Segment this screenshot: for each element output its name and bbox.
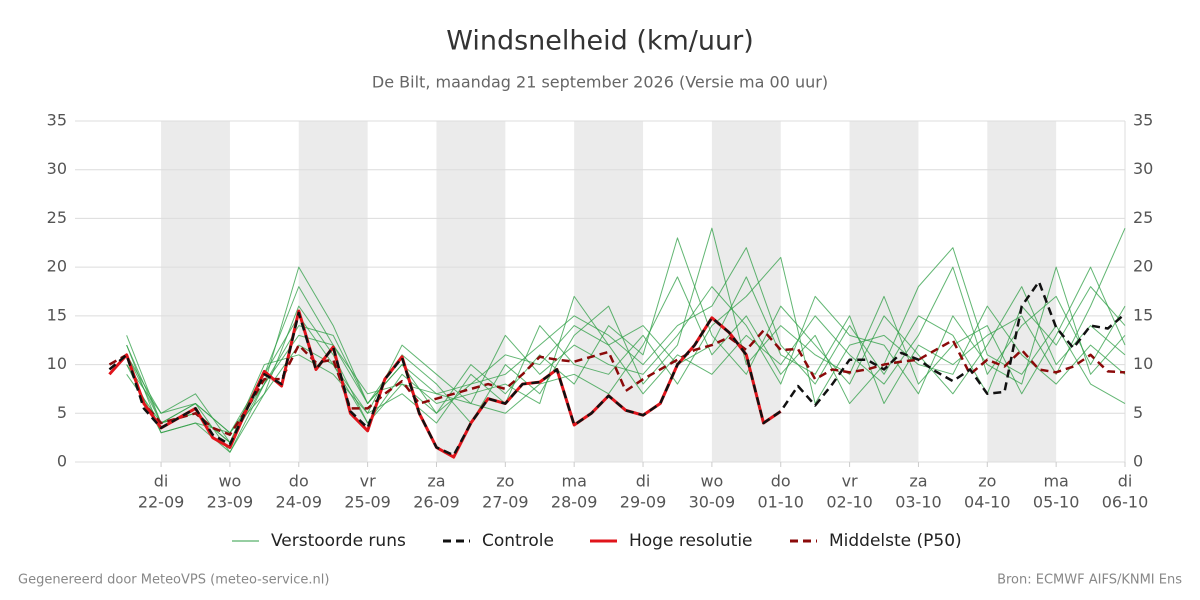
- y2-tick-label: 35: [1133, 111, 1153, 130]
- x-tick-date: 06-10: [1102, 493, 1149, 512]
- ensemble-line: [126, 227, 1126, 434]
- day-shade: [436, 121, 506, 462]
- y2-tick-label: 20: [1133, 257, 1153, 276]
- x-tick-date: 24-09: [276, 493, 323, 512]
- y2-tick-label: 10: [1133, 354, 1153, 373]
- x-tick-day: vr: [360, 472, 376, 491]
- x-tick-day: wo: [700, 472, 723, 491]
- x-tick-date: 27-09: [482, 493, 529, 512]
- x-tick-date: 05-10: [1033, 493, 1080, 512]
- x-tick-date: 26-09: [413, 493, 460, 512]
- x-tick-day: di: [636, 472, 651, 491]
- y-tick-label: 0: [57, 452, 67, 471]
- y2-tick-label: 15: [1133, 305, 1153, 324]
- chart-title: Windsnelheid (km/uur): [446, 26, 754, 57]
- ensemble-line: [126, 266, 1126, 444]
- x-tick-date: 04-10: [964, 493, 1011, 512]
- series-line: [108, 280, 1126, 457]
- ensemble-line: [126, 237, 1126, 453]
- x-tick-date: 03-10: [895, 493, 942, 512]
- ensemble-line: [126, 247, 1126, 434]
- x-tick-day: vr: [842, 472, 858, 491]
- x-tick-day: di: [1118, 472, 1133, 491]
- y-tick-label: 25: [47, 208, 67, 227]
- y2-tick-label: 30: [1133, 159, 1153, 178]
- series-line: [108, 329, 1126, 436]
- x-tick-date: 02-10: [826, 493, 873, 512]
- x-tick-day: do: [289, 472, 309, 491]
- y-tick-label: 10: [47, 354, 67, 373]
- day-shade: [849, 121, 919, 462]
- footer-left: Gegenereerd door MeteoVPS (meteo-service…: [18, 573, 329, 588]
- x-tick-date: 22-09: [138, 493, 185, 512]
- ensemble-line: [126, 256, 1126, 444]
- x-tick-date: 25-09: [344, 493, 391, 512]
- day-shade: [161, 121, 230, 462]
- x-tick-day: zo: [978, 472, 996, 491]
- y2-tick-label: 5: [1133, 403, 1143, 422]
- x-tick-date: 01-10: [757, 493, 804, 512]
- x-tick-day: ma: [1043, 472, 1068, 491]
- x-tick-date: 23-09: [207, 493, 254, 512]
- x-tick-day: za: [427, 472, 445, 491]
- x-tick-date: 28-09: [551, 493, 598, 512]
- y-tick-label: 20: [47, 257, 67, 276]
- day-shade: [574, 121, 644, 462]
- footer-right: Bron: ECMWF AIFS/KNMI Ens: [997, 573, 1182, 588]
- x-tick-date: 29-09: [620, 493, 667, 512]
- y2-tick-label: 25: [1133, 208, 1153, 227]
- y-tick-label: 30: [47, 159, 67, 178]
- legend-label: Hoge resolutie: [629, 531, 753, 551]
- y-tick-label: 15: [47, 305, 67, 324]
- x-tick-day: zo: [496, 472, 514, 491]
- x-tick-day: wo: [218, 472, 241, 491]
- day-shade: [298, 121, 368, 462]
- y-tick-label: 5: [57, 403, 67, 422]
- x-tick-day: za: [909, 472, 927, 491]
- y-tick-label: 35: [47, 111, 67, 130]
- legend-label: Verstoorde runs: [271, 531, 406, 551]
- legend-label: Controle: [482, 531, 554, 551]
- x-tick-day: di: [154, 472, 169, 491]
- x-tick-day: ma: [561, 472, 586, 491]
- x-tick-date: 30-09: [689, 493, 736, 512]
- x-tick-day: do: [771, 472, 791, 491]
- day-shade: [711, 121, 781, 462]
- day-shade: [987, 121, 1057, 462]
- legend-label: Middelste (P50): [829, 531, 962, 551]
- chart-subtitle: De Bilt, maandag 21 september 2026 (Vers…: [372, 73, 828, 92]
- y2-tick-label: 0: [1133, 452, 1143, 471]
